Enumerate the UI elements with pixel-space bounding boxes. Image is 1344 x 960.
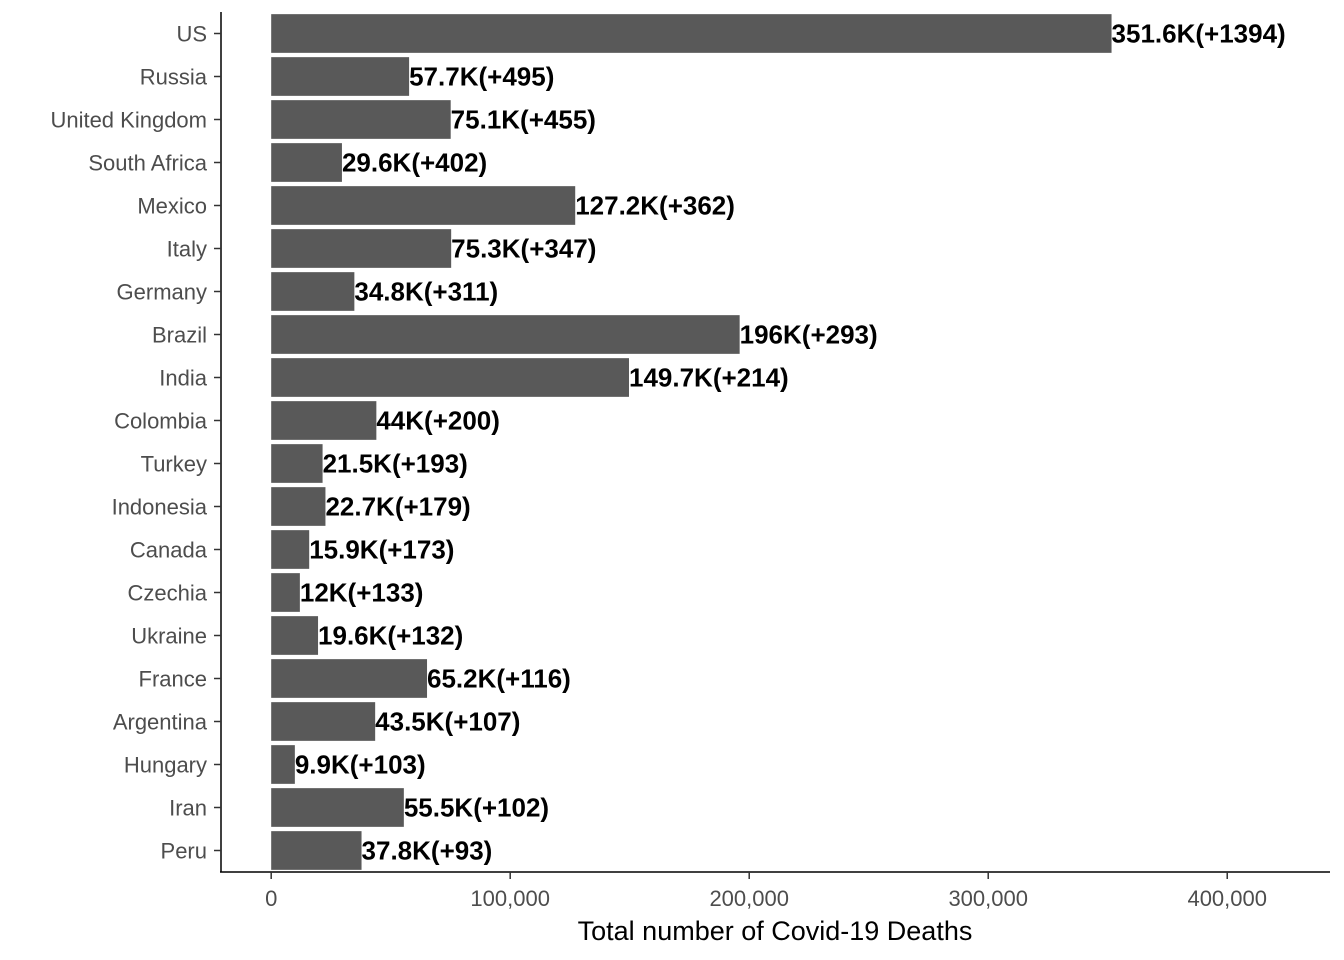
category-label-13: Czechia — [128, 581, 208, 606]
category-label-1: Russia — [140, 65, 208, 90]
bar-5 — [271, 229, 452, 268]
category-label-2: United Kingdom — [50, 108, 207, 133]
category-label-10: Turkey — [141, 452, 207, 477]
data-label-18: 55.5K(+102) — [404, 793, 549, 823]
bar-6 — [271, 272, 355, 311]
category-label-8: India — [159, 366, 207, 391]
bar-14 — [271, 616, 319, 655]
x-ticks-layer: 0 100,000 200,000 300,000 400,000 — [265, 872, 1267, 911]
category-label-12: Canada — [130, 538, 208, 563]
data-label-19: 37.8K(+93) — [362, 836, 493, 866]
bar-13 — [271, 573, 300, 612]
bar-3 — [271, 143, 342, 182]
bar-18 — [271, 788, 404, 827]
data-label-7: 196K(+293) — [740, 320, 878, 350]
category-label-14: Ukraine — [131, 624, 207, 649]
bar-19 — [271, 831, 362, 870]
category-label-7: Brazil — [152, 323, 207, 348]
data-labels-layer: 351.6K(+1394) 57.7K(+495) 75.1K(+455) 29.6K… — [295, 19, 1286, 866]
bar-15 — [271, 659, 428, 698]
bar-1 — [271, 57, 410, 96]
data-label-9: 44K(+200) — [376, 406, 500, 436]
data-label-3: 29.6K(+402) — [342, 148, 487, 178]
bar-8 — [271, 358, 629, 397]
bars-layer — [271, 14, 1112, 870]
data-label-16: 43.5K(+107) — [375, 707, 520, 737]
data-label-15: 65.2K(+116) — [427, 664, 571, 694]
data-label-11: 22.7K(+179) — [325, 492, 470, 522]
category-label-9: Colombia — [114, 409, 208, 434]
bar-0 — [271, 14, 1112, 53]
data-label-4: 127.2K(+362) — [575, 191, 735, 221]
data-label-13: 12K(+133) — [300, 578, 424, 608]
data-label-6: 34.8K(+311) — [354, 277, 498, 307]
bar-9 — [271, 401, 377, 440]
data-label-10: 21.5K(+193) — [323, 449, 468, 479]
data-label-14: 19.6K(+132) — [318, 621, 463, 651]
x-tick-label-0: 0 — [265, 886, 277, 911]
x-tick-label-2: 200,000 — [709, 886, 789, 911]
data-label-5: 75.3K(+347) — [451, 234, 596, 264]
bar-17 — [271, 745, 295, 784]
category-labels-layer: US Russia United Kingdom South Africa Mexico… — [50, 22, 207, 864]
category-label-11: Indonesia — [112, 495, 208, 520]
x-axis-title: Total number of Covid-19 Deaths — [578, 916, 973, 946]
y-axis — [214, 12, 222, 872]
category-label-0: US — [176, 22, 207, 47]
bar-12 — [271, 530, 310, 569]
data-label-8: 149.7K(+214) — [629, 363, 789, 393]
bar-7 — [271, 315, 740, 354]
category-label-5: Italy — [167, 237, 207, 262]
category-label-6: Germany — [117, 280, 207, 305]
x-tick-label-4: 400,000 — [1187, 886, 1267, 911]
x-tick-label-1: 100,000 — [470, 886, 550, 911]
data-label-12: 15.9K(+173) — [309, 535, 454, 565]
data-label-0: 351.6K(+1394) — [1112, 19, 1286, 49]
bar-10 — [271, 444, 323, 483]
bar-4 — [271, 186, 576, 225]
data-label-17: 9.9K(+103) — [295, 750, 426, 780]
category-label-15: France — [139, 667, 207, 692]
data-label-1: 57.7K(+495) — [409, 62, 554, 92]
category-label-18: Iran — [169, 796, 207, 821]
bar-2 — [271, 100, 451, 139]
category-label-19: Peru — [161, 839, 207, 864]
bar-11 — [271, 487, 326, 526]
x-tick-label-3: 300,000 — [948, 886, 1028, 911]
category-label-17: Hungary — [124, 753, 207, 778]
category-label-4: Mexico — [137, 194, 207, 219]
data-label-2: 75.1K(+455) — [451, 105, 596, 135]
category-label-16: Argentina — [113, 710, 208, 735]
bar-16 — [271, 702, 376, 741]
category-label-3: South Africa — [88, 151, 207, 176]
